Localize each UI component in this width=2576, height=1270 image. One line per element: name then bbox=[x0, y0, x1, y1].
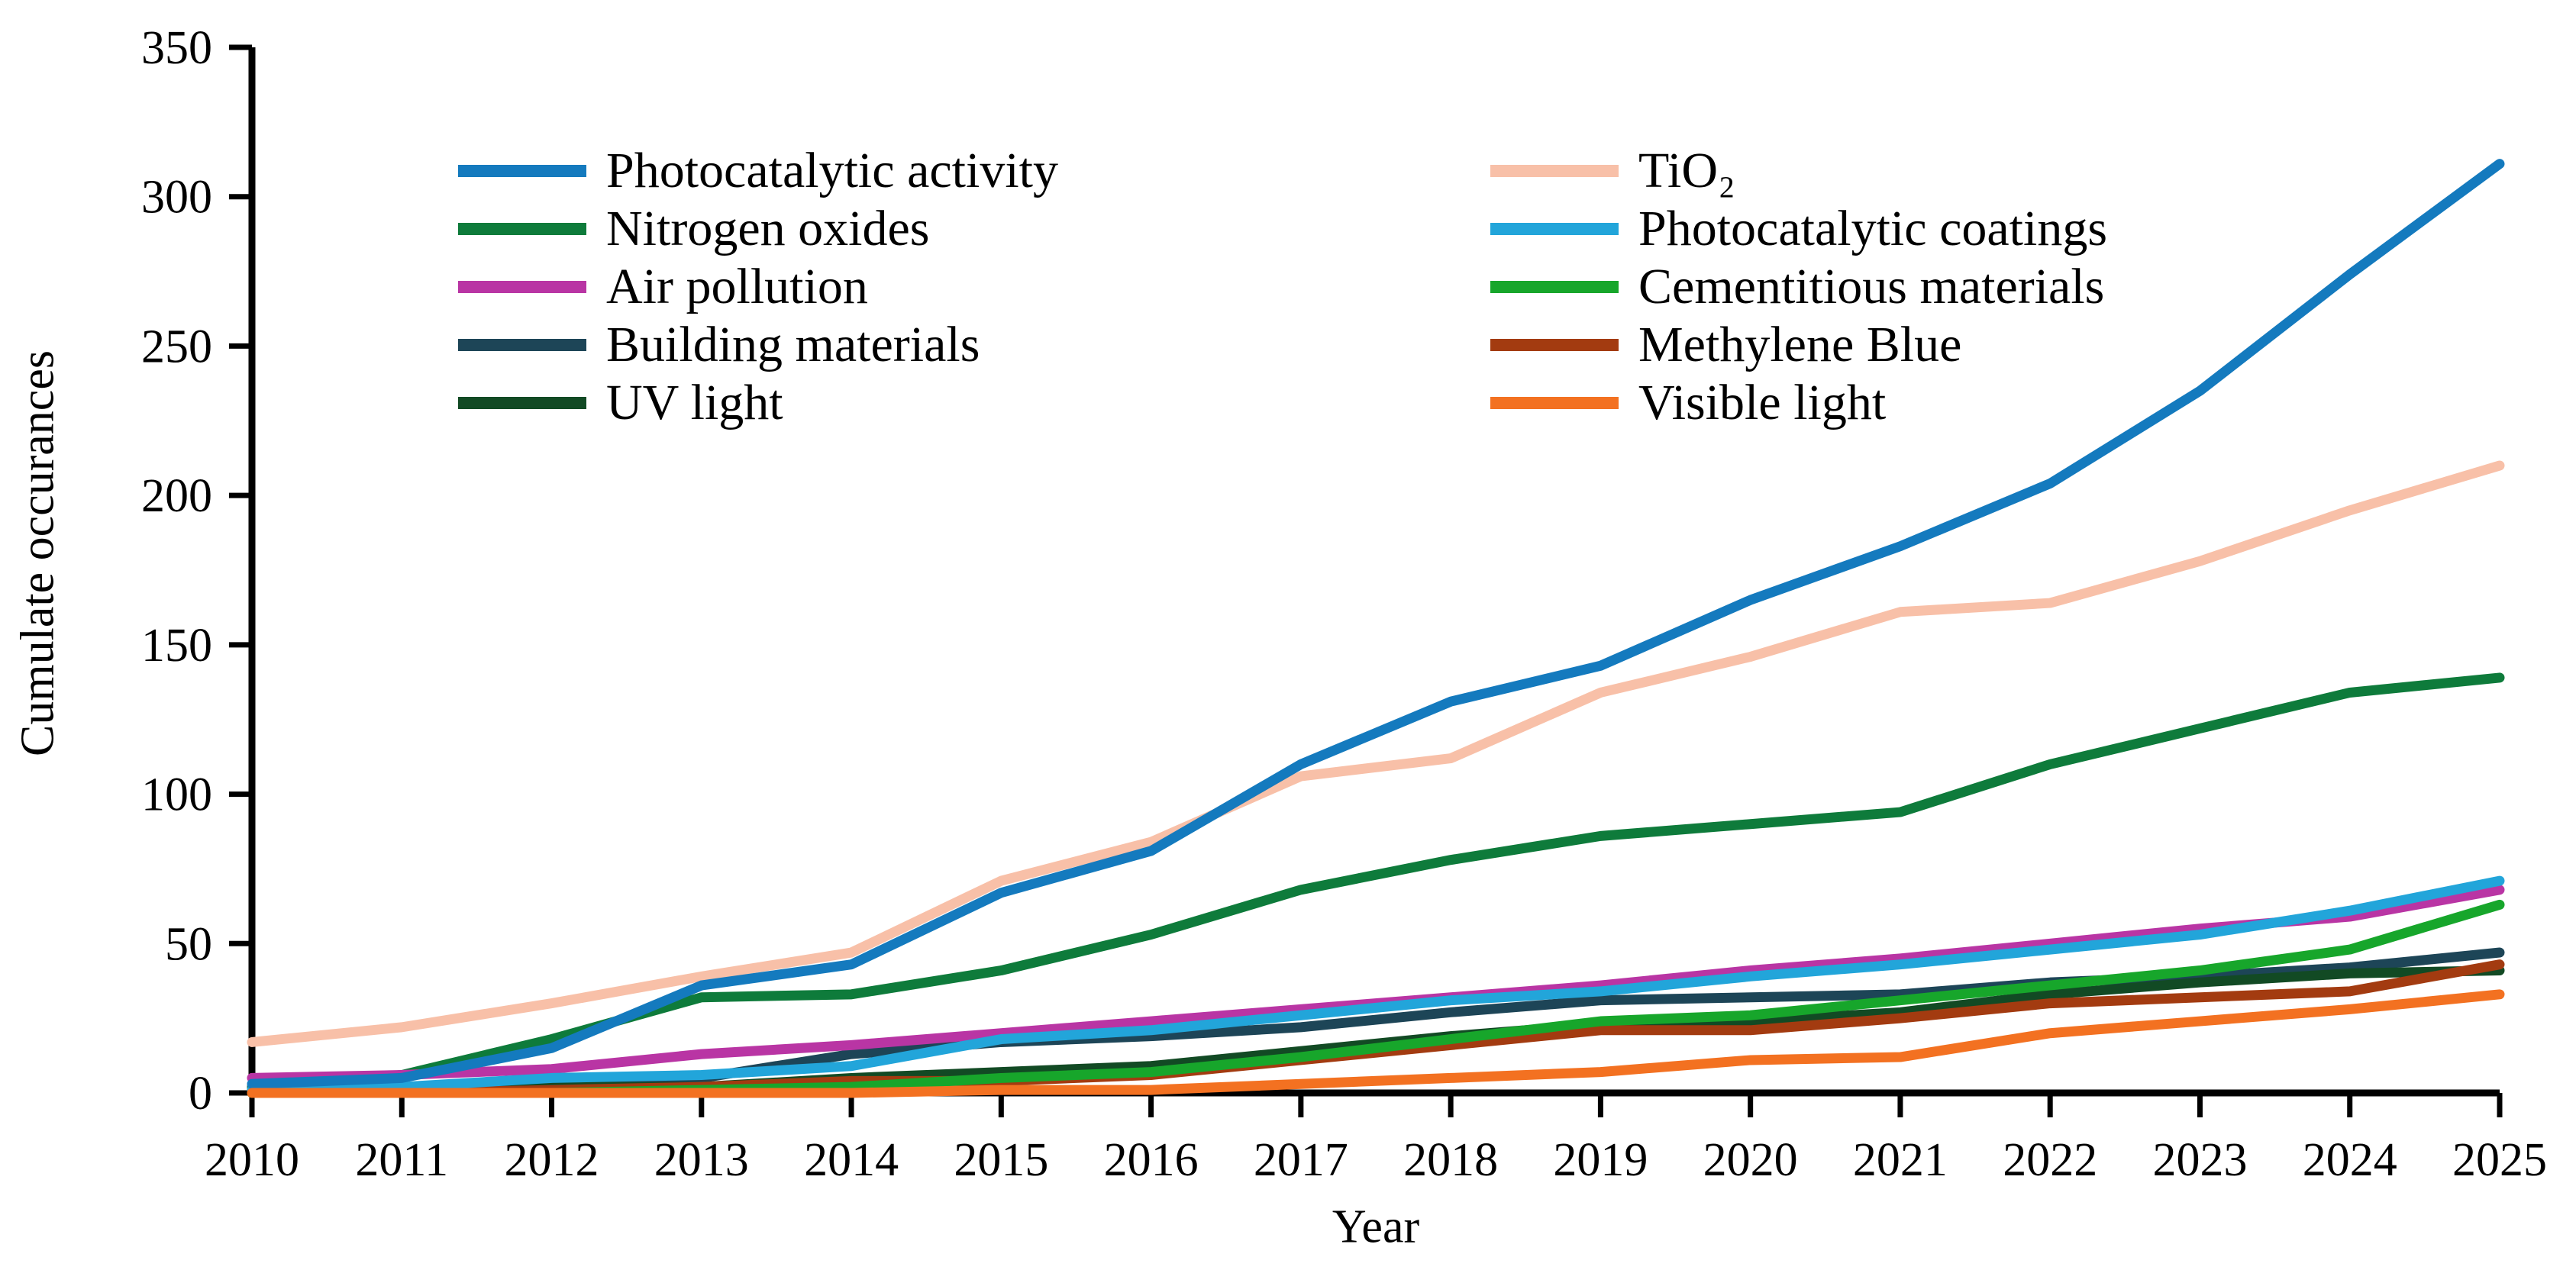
legend-swatch-uv-light bbox=[458, 397, 586, 409]
series-line-photocatalytic-coatings bbox=[247, 875, 2505, 1095]
series-line-tio2 bbox=[247, 460, 2505, 1047]
legend-swatch-cementitious-materials bbox=[1490, 281, 1619, 293]
legend-item-tio2: TiO₂ bbox=[1490, 142, 1735, 200]
x-tick-label: 2017 bbox=[1254, 1134, 1348, 1186]
x-tick-label: 2010 bbox=[205, 1134, 299, 1186]
x-tick-label: 2024 bbox=[2303, 1134, 2397, 1186]
x-tick-label: 2014 bbox=[804, 1134, 899, 1186]
legend-swatch-visible-light bbox=[1490, 397, 1619, 409]
y-tick-label: 100 bbox=[141, 769, 212, 821]
legend-item-air-pollution: Air pollution bbox=[458, 258, 868, 316]
legend-label-nitrogen-oxides: Nitrogen oxides bbox=[606, 201, 930, 256]
y-tick-label: 150 bbox=[141, 620, 212, 672]
legend-swatch-nitrogen-oxides bbox=[458, 223, 586, 235]
x-tick-label: 2011 bbox=[355, 1134, 448, 1186]
legend-label-building-materials: Building materials bbox=[606, 317, 980, 372]
legend-item-uv-light: UV light bbox=[458, 374, 783, 432]
y-tick-label: 250 bbox=[141, 321, 212, 372]
legend-label-tio2: TiO₂ bbox=[1638, 143, 1736, 198]
legend-item-cementitious-materials: Cementitious materials bbox=[1490, 258, 2104, 316]
y-axis-title: Cumulate occurances bbox=[11, 350, 64, 756]
legend-item-building-materials: Building materials bbox=[458, 316, 980, 374]
x-tick-label: 2015 bbox=[954, 1134, 1048, 1186]
y-tick-label: 200 bbox=[141, 470, 212, 522]
legend-item-photocatalytic-coatings: Photocatalytic coatings bbox=[1490, 200, 2107, 258]
x-axis-title: Year bbox=[1332, 1201, 1420, 1253]
legend-swatch-photocatalytic-coatings bbox=[1490, 223, 1619, 235]
y-tick-label: 300 bbox=[141, 172, 212, 224]
legend-label-uv-light: UV light bbox=[606, 375, 783, 430]
x-tick-label: 2012 bbox=[505, 1134, 599, 1186]
legend-swatch-air-pollution bbox=[458, 281, 586, 293]
y-tick-label: 50 bbox=[165, 918, 212, 970]
y-tick-label: 0 bbox=[189, 1068, 212, 1120]
x-tick-label: 2021 bbox=[1853, 1134, 1948, 1186]
legend-label-methylene-blue: Methylene Blue bbox=[1638, 317, 1962, 372]
x-tick-label: 2013 bbox=[654, 1134, 749, 1186]
x-tick-label: 2016 bbox=[1104, 1134, 1199, 1186]
x-tick-label: 2019 bbox=[1553, 1134, 1648, 1186]
x-tick-label: 2022 bbox=[2003, 1134, 2097, 1186]
legend-label-cementitious-materials: Cementitious materials bbox=[1638, 259, 2105, 314]
legend-item-methylene-blue: Methylene Blue bbox=[1490, 316, 1961, 374]
legend-label-photocatalytic-activity: Photocatalytic activity bbox=[606, 143, 1059, 198]
legend-item-photocatalytic-activity: Photocatalytic activity bbox=[458, 142, 1058, 200]
x-tick-label: 2018 bbox=[1403, 1134, 1498, 1186]
x-tick-label: 2023 bbox=[2152, 1134, 2247, 1186]
legend-label-air-pollution: Air pollution bbox=[606, 259, 868, 314]
legend-label-photocatalytic-coatings: Photocatalytic coatings bbox=[1638, 201, 2108, 256]
y-tick-label: 350 bbox=[141, 22, 212, 74]
legend-swatch-photocatalytic-activity bbox=[458, 165, 586, 177]
legend-swatch-methylene-blue bbox=[1490, 339, 1619, 351]
legend-item-visible-light: Visible light bbox=[1490, 374, 1886, 432]
series-line-visible-light bbox=[247, 989, 2505, 1098]
legend-swatch-tio2 bbox=[1490, 165, 1619, 177]
series-line-photocatalytic-activity bbox=[247, 159, 2505, 1089]
x-tick-label: 2025 bbox=[2452, 1134, 2547, 1186]
legend-label-visible-light: Visible light bbox=[1638, 375, 1887, 430]
legend-swatch-building-materials bbox=[458, 339, 586, 351]
legend-item-nitrogen-oxides: Nitrogen oxides bbox=[458, 200, 929, 258]
x-tick-label: 2020 bbox=[1703, 1134, 1798, 1186]
